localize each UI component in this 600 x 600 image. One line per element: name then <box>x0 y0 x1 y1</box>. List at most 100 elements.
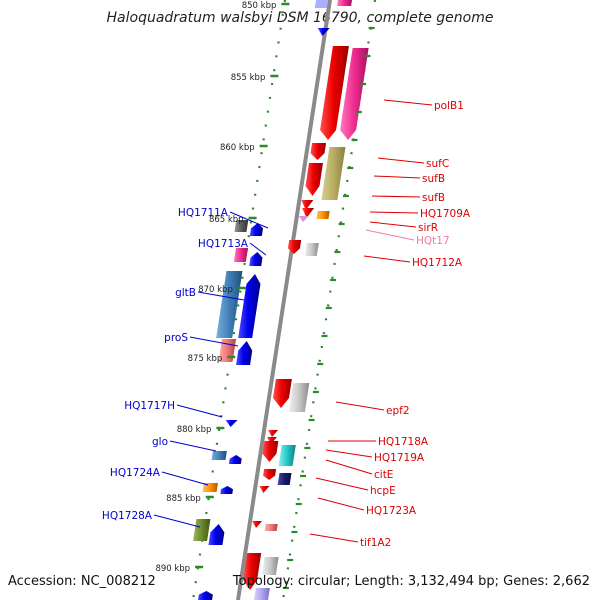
gene-HQ1719A[interactable] <box>267 437 278 444</box>
gene-block[interactable] <box>254 588 270 600</box>
gene-block[interactable] <box>236 341 253 365</box>
label-leader-line <box>309 533 359 543</box>
gene-sufB-2[interactable] <box>305 163 324 196</box>
gene-label-hqt17[interactable]: HQt17 <box>416 235 450 247</box>
gene-block[interactable] <box>243 553 262 590</box>
gene-label-epf2[interactable]: epf2 <box>386 405 410 417</box>
tick-label: 870 kbp <box>198 285 233 295</box>
gene-HQ1717H[interactable] <box>225 420 238 427</box>
label-leader-line <box>161 471 209 486</box>
outer-border-right <box>281 0 377 600</box>
gene-label-gltb[interactable]: gltB <box>175 287 196 299</box>
tick-label: 875 kbp <box>188 354 223 364</box>
tick-label: 860 kbp <box>220 143 255 153</box>
gene-block[interactable] <box>249 223 264 236</box>
gene-citE[interactable] <box>262 441 279 462</box>
gene-sirR[interactable] <box>302 208 315 218</box>
gene-block[interactable] <box>337 0 352 6</box>
gene-label-pros[interactable]: proS <box>164 332 188 344</box>
gene-block[interactable] <box>264 524 278 531</box>
label-leader-line <box>325 459 373 475</box>
gene-block[interactable] <box>220 486 234 494</box>
gene-block[interactable] <box>304 243 319 256</box>
label-leader-line <box>365 229 415 241</box>
label-leader-line <box>373 175 421 179</box>
gene-label-hq1718a[interactable]: HQ1718A <box>378 436 429 448</box>
gene-label-sufb[interactable]: sufB <box>422 173 445 185</box>
gene-tif1A2[interactable] <box>252 521 263 528</box>
gene-block[interactable] <box>316 211 330 219</box>
gene-label-hq1711a[interactable]: HQ1711A <box>178 207 229 219</box>
gene-hcpE[interactable] <box>263 469 277 480</box>
gene-HQ1712A[interactable] <box>287 240 302 254</box>
gene-sufC[interactable] <box>310 143 327 160</box>
gene-block[interactable] <box>238 274 261 338</box>
gene-HQ1713A[interactable] <box>233 248 248 262</box>
tick-label: 850 kbp <box>242 1 277 11</box>
gene-polB1[interactable] <box>320 46 349 140</box>
label-leader-line <box>325 449 373 458</box>
gene-block[interactable] <box>288 383 310 412</box>
outer-border-left <box>191 0 287 600</box>
tick-label: 865 kbp <box>209 215 244 225</box>
gene-block[interactable] <box>228 455 242 464</box>
genome-title: Haloquadratum walsbyi DSM 16790, complet… <box>106 10 494 26</box>
label-leader-line <box>377 157 425 164</box>
tick-label: 855 kbp <box>231 73 266 83</box>
gene-HQ1709A[interactable] <box>301 200 314 210</box>
gene-label-polb1[interactable]: polB1 <box>434 100 464 112</box>
gene-block[interactable] <box>198 591 213 600</box>
genome-summary-text: Topology: circular; Length: 3,132,494 bp… <box>232 574 590 589</box>
gene-label-tif1a2[interactable]: tif1A2 <box>360 537 391 549</box>
tick-label: 880 kbp <box>177 425 212 435</box>
gene-label-sufb[interactable]: sufB <box>422 192 445 204</box>
gene-HQ1723A[interactable] <box>259 486 270 493</box>
gene-block[interactable] <box>317 28 330 36</box>
gene-label-hq1713a[interactable]: HQ1713A <box>198 238 249 250</box>
gene-block[interactable] <box>340 48 369 140</box>
gene-HQt17[interactable] <box>298 216 309 222</box>
tick-label: 890 kbp <box>155 564 190 574</box>
gene-HQ1724A[interactable] <box>202 483 218 492</box>
gene-label-sirr[interactable]: sirR <box>418 222 438 234</box>
gene-label-hcpe[interactable]: hcpE <box>370 485 396 497</box>
gene-label-hq1728a[interactable]: HQ1728A <box>102 510 153 522</box>
gene-block[interactable] <box>261 557 279 575</box>
gene-label-sufc[interactable]: sufC <box>426 158 449 170</box>
label-leader-line <box>383 99 433 106</box>
tick-label: 885 kbp <box>166 494 201 504</box>
label-leader-line <box>176 404 223 418</box>
label-leader-line <box>315 477 369 491</box>
track-borders <box>191 0 377 600</box>
forward-strand-features <box>193 0 330 600</box>
gene-label-cite[interactable]: citE <box>374 469 393 481</box>
gene-block[interactable] <box>249 252 263 266</box>
gene-label-glo[interactable]: glo <box>152 436 168 448</box>
gene-epf2[interactable] <box>272 379 292 408</box>
label-leader-line <box>335 401 385 411</box>
gene-label-hq1723a[interactable]: HQ1723A <box>366 505 417 517</box>
label-leader-line <box>371 195 421 198</box>
gene-labels-left: HQ1711A HQ1713A gltB proS HQ1717H glo HQ1724A H… <box>102 207 269 528</box>
gene-label-hq1712a[interactable]: HQ1712A <box>412 257 463 269</box>
gene-block[interactable] <box>277 473 292 485</box>
gene-block[interactable] <box>314 0 328 8</box>
gene-block[interactable] <box>208 524 225 545</box>
gene-label-hq1719a[interactable]: HQ1719A <box>374 452 425 464</box>
reverse-strand-features <box>243 0 369 600</box>
gene-glo[interactable] <box>211 451 227 460</box>
gene-HQ1718A[interactable] <box>268 430 279 437</box>
gene-label-hq1724a[interactable]: HQ1724A <box>110 467 161 479</box>
gene-label-hq1717h[interactable]: HQ1717H <box>124 400 175 412</box>
genome-backbone <box>236 0 332 600</box>
gene-HQ1728A[interactable] <box>193 519 211 541</box>
gene-block[interactable] <box>278 445 296 466</box>
gene-label-hq1709a[interactable]: HQ1709A <box>420 208 471 220</box>
gene-HQ1711A[interactable] <box>234 220 249 232</box>
accession-text: Accession: NC_008212 <box>8 574 156 589</box>
label-leader-line <box>189 336 239 347</box>
label-leader-line <box>249 242 267 256</box>
gene-gltB[interactable] <box>216 271 243 338</box>
gene-sufB[interactable] <box>321 147 346 200</box>
